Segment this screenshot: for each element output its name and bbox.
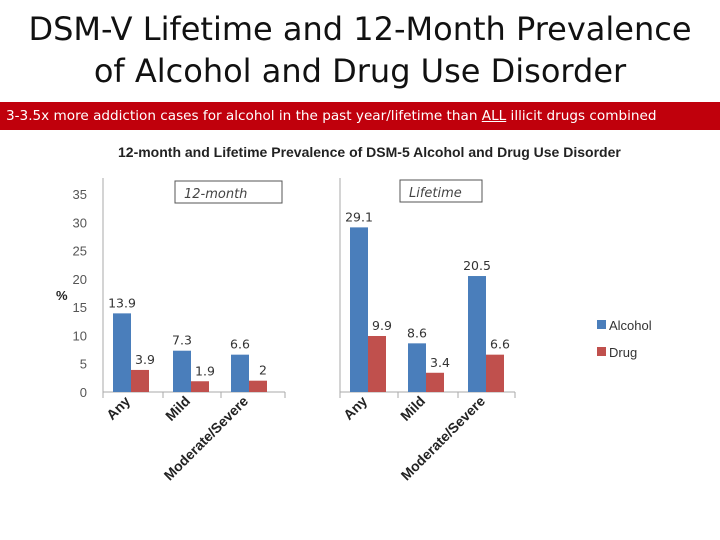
- y-tick-label-6: 30: [73, 215, 87, 230]
- data-label-lifetime-any-alcohol: 29.1: [345, 209, 373, 224]
- bar-12-month-any-drug: [131, 369, 149, 392]
- chart-axes: 0 5 10 15 20 25 30 35 12-month Lifetime: [73, 178, 516, 400]
- data-label-12-month-mild-alcohol: 7.3: [172, 333, 192, 348]
- bar-lifetime-mild-drug: [426, 372, 444, 392]
- y-axis-label: %: [56, 288, 68, 303]
- legend-swatch-alcohol: [597, 320, 606, 329]
- x-category-label-lifetime-1: Mild: [397, 393, 428, 424]
- bar-12-month-any-alcohol: [113, 313, 131, 392]
- data-label-lifetime-moderate-severe-drug: 6.6: [490, 337, 510, 352]
- panel-0-label-box: [174, 180, 283, 204]
- y-tick-label-2: 10: [73, 328, 87, 343]
- x-category-label-lifetime-0: Any: [340, 393, 370, 423]
- x-category-label-12-month-0: Any: [103, 393, 133, 423]
- x-category-label-12-month-1: Mild: [162, 393, 193, 424]
- bar-12-month-moderate-severe-drug: [249, 380, 267, 392]
- chart-title: 12-month and Lifetime Prevalence of DSM-…: [118, 144, 621, 160]
- y-tick-label-7: 35: [73, 187, 87, 202]
- data-label-lifetime-mild-drug: 3.4: [430, 355, 450, 370]
- y-tick-label-3: 15: [73, 300, 87, 315]
- legend-swatch-drug: [597, 347, 606, 356]
- data-label-lifetime-moderate-severe-alcohol: 20.5: [463, 258, 491, 273]
- banner-emphasis: ALL: [481, 108, 507, 124]
- panel-0-label: 12-month: [184, 187, 247, 202]
- legend-label-drug: Drug: [609, 345, 637, 360]
- y-tick-label-5: 25: [73, 244, 87, 259]
- banner-text-end: illicit drugs combined: [506, 108, 657, 124]
- key-finding-banner: 3-3.5x more addiction cases for alcohol …: [0, 102, 720, 130]
- bar-lifetime-moderate-severe-alcohol: [468, 276, 486, 392]
- legend-label-alcohol: Alcohol: [609, 318, 652, 333]
- bar-12-month-mild-drug: [191, 381, 209, 392]
- data-label-12-month-moderate-severe-alcohol: 6.6: [230, 337, 250, 352]
- data-label-12-month-any-alcohol: 13.9: [108, 295, 136, 310]
- data-label-lifetime-any-drug: 9.9: [372, 318, 392, 333]
- data-label-12-month-mild-drug: 1.9: [195, 363, 215, 378]
- slide-title-line-2: of Alcohol and Drug Use Disorder: [93, 52, 627, 90]
- data-label-12-month-moderate-severe-drug: 2: [259, 363, 267, 378]
- bar-lifetime-mild-alcohol: [408, 343, 426, 392]
- panel-1-label-box: [399, 179, 483, 203]
- chart-marks: 13.93.9Any7.31.9Mild6.62Moderate/Severe2…: [103, 209, 510, 483]
- bar-12-month-mild-alcohol: [173, 350, 191, 392]
- bar-lifetime-moderate-severe-drug: [486, 354, 504, 392]
- panel-1-label: Lifetime: [409, 186, 462, 201]
- bar-lifetime-any-drug: [368, 335, 386, 392]
- bar-12-month-moderate-severe-alcohol: [231, 354, 249, 392]
- y-tick-label-0: 0: [80, 385, 87, 400]
- bar-lifetime-any-alcohol: [350, 227, 368, 392]
- data-label-lifetime-mild-alcohol: 8.6: [407, 325, 427, 340]
- banner-text-start: 3-3.5x more addiction cases for alcohol …: [6, 108, 482, 124]
- data-label-12-month-any-drug: 3.9: [135, 352, 155, 367]
- y-tick-label-1: 5: [80, 357, 87, 372]
- slide-title-line-1: DSM-V Lifetime and 12-Month Prevalence: [28, 10, 692, 48]
- chart-legend: Alcohol Drug: [597, 318, 652, 360]
- slide-title: DSM-V Lifetime and 12-Month Prevalence o…: [0, 8, 720, 92]
- y-tick-label-4: 20: [73, 272, 87, 287]
